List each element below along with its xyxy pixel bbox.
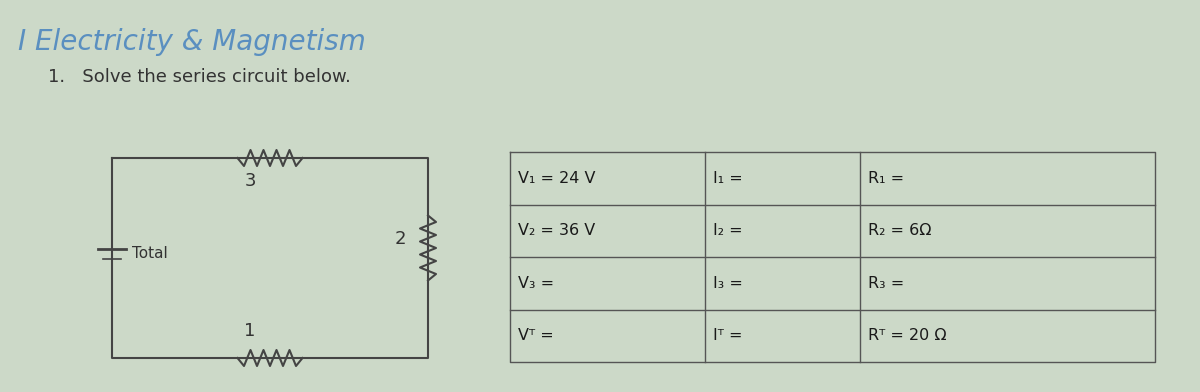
Text: V₁ = 24 V: V₁ = 24 V (518, 171, 595, 186)
Text: I₃ =: I₃ = (713, 276, 743, 291)
Text: I₂ =: I₂ = (713, 223, 743, 238)
Text: R₁ =: R₁ = (868, 171, 904, 186)
Text: I₁ =: I₁ = (713, 171, 743, 186)
Text: R₂ = 6Ω: R₂ = 6Ω (868, 223, 931, 238)
Text: Vᵀ =: Vᵀ = (518, 328, 553, 343)
Text: R₃ =: R₃ = (868, 276, 905, 291)
Text: 1.   Solve the series circuit below.: 1. Solve the series circuit below. (48, 68, 350, 86)
Text: Iᵀ =: Iᵀ = (713, 328, 743, 343)
Text: 3: 3 (245, 172, 256, 190)
Text: Rᵀ = 20 Ω: Rᵀ = 20 Ω (868, 328, 947, 343)
Text: V₂ = 36 V: V₂ = 36 V (518, 223, 595, 238)
Text: 2: 2 (395, 230, 406, 248)
Text: Total: Total (132, 247, 168, 261)
Text: V₃ =: V₃ = (518, 276, 554, 291)
Text: I Electricity & Magnetism: I Electricity & Magnetism (18, 28, 366, 56)
Text: 1: 1 (245, 322, 256, 340)
